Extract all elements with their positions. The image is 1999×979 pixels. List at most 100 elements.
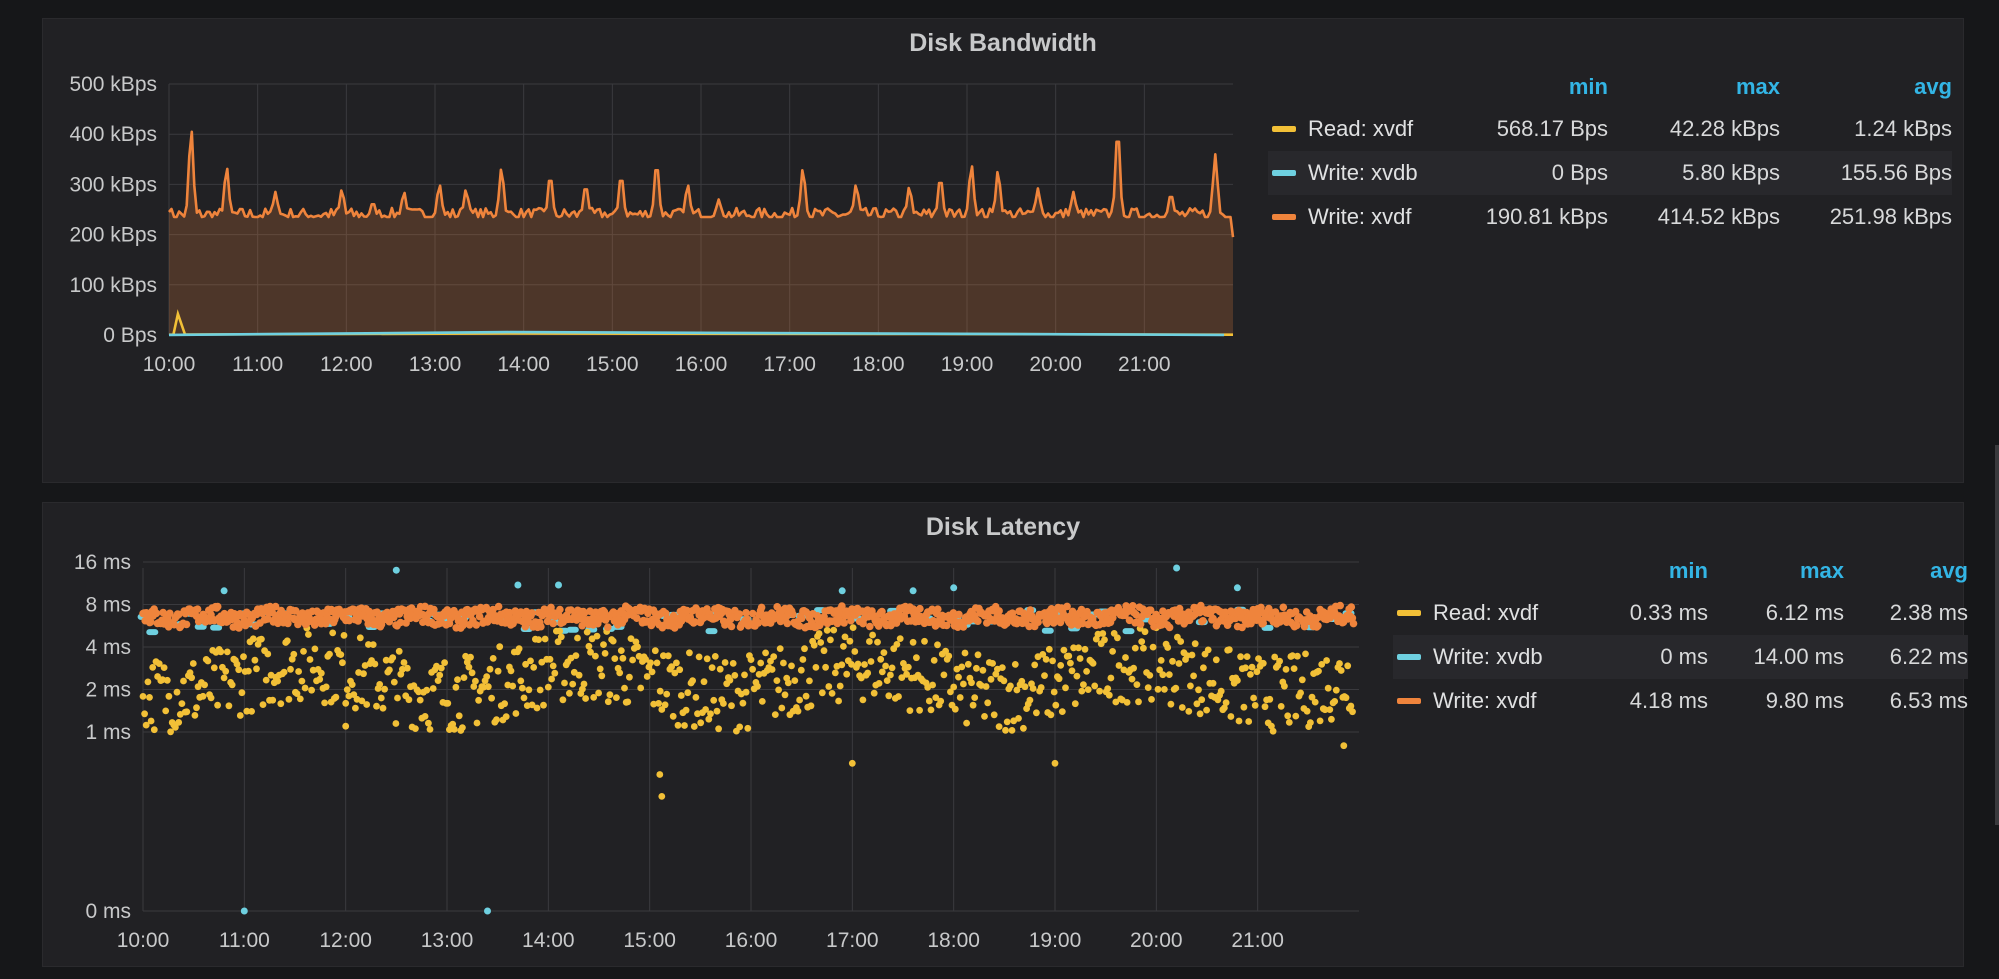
point-read-xvdf[interactable] [968, 679, 975, 687]
point-read-xvdf[interactable] [859, 696, 867, 704]
point-write-xvdf[interactable] [1349, 619, 1358, 628]
point-read-xvdf[interactable] [342, 699, 350, 707]
panel-title[interactable]: Disk Latency [925, 513, 1081, 541]
point-read-xvdf[interactable] [1303, 707, 1311, 715]
point-read-xvdf[interactable] [343, 686, 351, 693]
point-read-xvdf[interactable] [817, 639, 825, 646]
point-read-xvdf[interactable] [544, 683, 552, 691]
point-read-xvdf[interactable] [1307, 719, 1314, 726]
point-write-xvdf[interactable] [727, 622, 736, 631]
point-read-xvdf[interactable] [525, 686, 533, 694]
point-read-xvdf[interactable] [1060, 646, 1068, 654]
point-read-xvdf[interactable] [512, 710, 520, 717]
point-read-xvdf[interactable] [802, 692, 810, 700]
point-write-xvdf[interactable] [147, 618, 155, 626]
point-read-xvdf[interactable] [348, 681, 356, 688]
point-read-xvdf[interactable] [848, 759, 856, 767]
point-read-xvdf[interactable] [365, 641, 372, 648]
point-read-xvdf[interactable] [1026, 696, 1034, 704]
point-write-xvdb[interactable] [210, 624, 223, 631]
legend-row[interactable]: Read: xvdf 0.33 ms 6.12 ms 2.38 ms [1393, 591, 1968, 635]
point-read-xvdf[interactable] [507, 667, 515, 675]
point-read-xvdf[interactable] [726, 676, 734, 684]
legend-col-max[interactable]: max [1799, 558, 1844, 583]
point-read-xvdf[interactable] [360, 670, 367, 678]
point-write-xvdf[interactable] [494, 602, 503, 611]
point-write-xvdf[interactable] [633, 614, 641, 622]
point-read-xvdf[interactable] [677, 692, 685, 699]
point-read-xvdf[interactable] [494, 667, 502, 675]
point-read-xvdf[interactable] [540, 701, 547, 709]
point-read-xvdf[interactable] [771, 711, 779, 718]
point-read-xvdf[interactable] [217, 648, 225, 656]
point-read-xvdf[interactable] [1282, 666, 1290, 673]
point-write-xvdb[interactable] [240, 907, 248, 915]
point-read-xvdf[interactable] [692, 694, 700, 701]
point-read-xvdf[interactable] [1195, 686, 1202, 694]
point-read-xvdf[interactable] [501, 700, 508, 708]
point-write-xvdf[interactable] [1003, 619, 1011, 627]
point-read-xvdf[interactable] [1298, 676, 1306, 684]
point-read-xvdf[interactable] [929, 681, 936, 689]
series-color-swatch[interactable] [1272, 126, 1296, 132]
point-read-xvdf[interactable] [601, 650, 609, 657]
point-read-xvdf[interactable] [1204, 646, 1212, 654]
point-write-xvdf[interactable] [182, 620, 191, 629]
point-read-xvdf[interactable] [1057, 662, 1065, 669]
point-write-xvdf[interactable] [549, 619, 557, 628]
point-read-xvdf[interactable] [778, 704, 786, 712]
point-read-xvdf[interactable] [1240, 703, 1248, 711]
point-write-xvdf[interactable] [798, 614, 806, 623]
point-read-xvdf[interactable] [981, 713, 988, 720]
point-read-xvdf[interactable] [1122, 654, 1129, 661]
point-read-xvdf[interactable] [1251, 702, 1259, 709]
point-read-xvdf[interactable] [998, 664, 1006, 671]
point-read-xvdf[interactable] [199, 692, 207, 700]
point-read-xvdf[interactable] [452, 683, 460, 691]
point-read-xvdf[interactable] [1039, 651, 1047, 658]
point-write-xvdf[interactable] [213, 602, 222, 611]
point-read-xvdf[interactable] [758, 698, 766, 705]
point-read-xvdf[interactable] [960, 680, 967, 688]
point-read-xvdf[interactable] [1021, 683, 1029, 691]
point-read-xvdf[interactable] [566, 689, 573, 697]
point-read-xvdf[interactable] [147, 717, 155, 725]
point-read-xvdf[interactable] [840, 643, 847, 650]
point-read-xvdf[interactable] [557, 633, 565, 641]
point-read-xvdf[interactable] [1321, 706, 1329, 714]
point-write-xvdf[interactable] [578, 621, 586, 630]
point-write-xvdf[interactable] [866, 622, 874, 631]
point-write-xvdb[interactable] [555, 581, 562, 589]
point-read-xvdf[interactable] [961, 649, 969, 657]
point-read-xvdf[interactable] [290, 650, 298, 658]
point-write-xvdf[interactable] [1083, 607, 1091, 616]
point-read-xvdf[interactable] [702, 706, 709, 713]
point-read-xvdf[interactable] [1058, 708, 1066, 715]
point-read-xvdf[interactable] [964, 660, 972, 668]
point-read-xvdf[interactable] [1294, 652, 1301, 660]
point-read-xvdf[interactable] [904, 663, 912, 671]
point-read-xvdf[interactable] [238, 689, 246, 697]
point-read-xvdf[interactable] [1209, 679, 1217, 687]
point-read-xvdf[interactable] [882, 662, 889, 670]
point-read-xvdf[interactable] [684, 689, 692, 697]
point-read-xvdf[interactable] [1250, 694, 1257, 702]
point-read-xvdf[interactable] [1105, 691, 1113, 699]
point-read-xvdf[interactable] [484, 683, 492, 691]
point-read-xvdf[interactable] [1225, 646, 1233, 654]
point-read-xvdf[interactable] [1187, 682, 1194, 690]
point-read-xvdf[interactable] [592, 652, 599, 660]
point-read-xvdf[interactable] [1065, 652, 1073, 660]
point-read-xvdf[interactable] [878, 668, 886, 676]
point-read-xvdf[interactable] [909, 638, 917, 646]
point-read-xvdf[interactable] [259, 701, 267, 708]
point-read-xvdf[interactable] [285, 695, 293, 703]
point-read-xvdf[interactable] [885, 692, 893, 700]
point-read-xvdf[interactable] [496, 643, 504, 651]
legend-row[interactable]: Write: xvdf 4.18 ms 9.80 ms 6.53 ms [1393, 679, 1968, 723]
point-read-xvdf[interactable] [736, 723, 744, 731]
point-read-xvdf[interactable] [1008, 727, 1016, 734]
point-read-xvdf[interactable] [1253, 668, 1261, 676]
point-write-xvdf[interactable] [783, 619, 792, 628]
point-read-xvdf[interactable] [1259, 659, 1267, 667]
